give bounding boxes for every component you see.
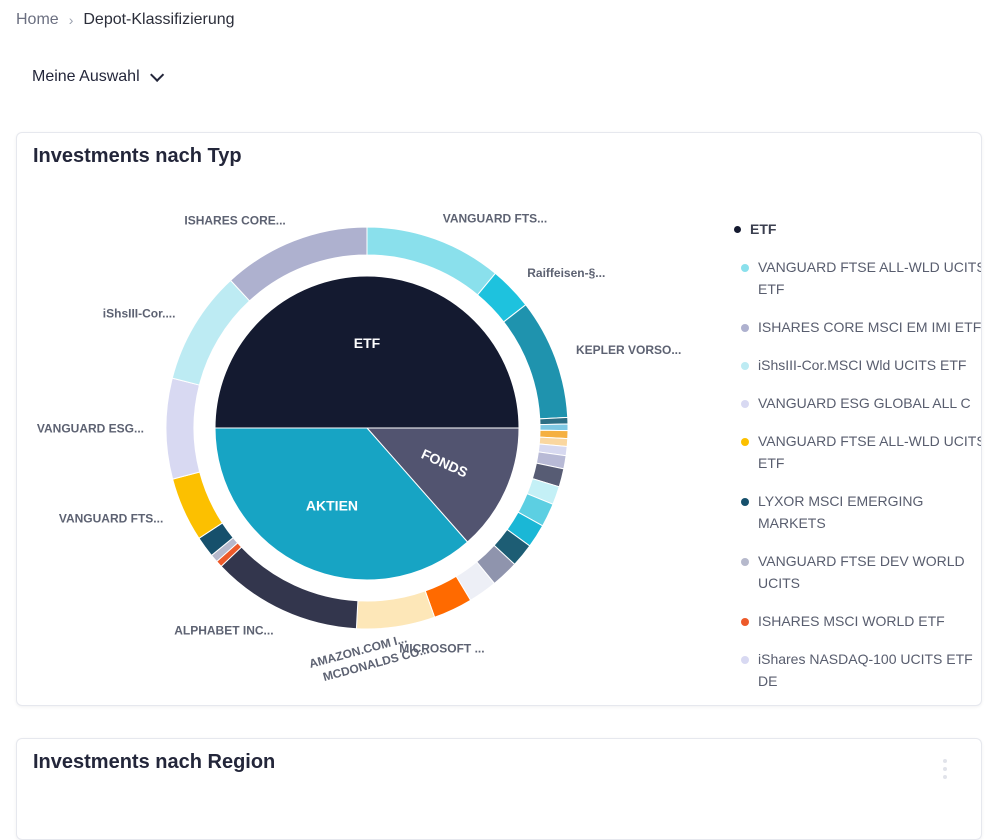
legend-label: VANGUARD FTSE DEV WORLD UCITS: [758, 553, 965, 591]
outer-label-vanguard-esg: VANGUARD ESG...: [37, 422, 144, 436]
outer-label-alphabet-inc: ALPHABET INC...: [174, 623, 273, 637]
investments-by-type-card: Investments nach Typ ETF FONDS AKTIEN VANGU…: [16, 132, 982, 706]
legend-dot-icon: [741, 324, 749, 332]
legend-label: ISHARES CORE MSCI EM IMI ETF: [758, 319, 982, 335]
outer-segment-ishares-core[interactable]: [229, 226, 368, 302]
legend-item-etf[interactable]: ETF: [734, 218, 981, 240]
card-title-type: Investments nach Typ: [33, 145, 242, 167]
more-options-icon[interactable]: [943, 759, 947, 779]
inner-label-aktien: AKTIEN: [306, 498, 358, 514]
outer-segment-vanguard-esg[interactable]: [165, 377, 201, 480]
outer-label-ishsiii-cor: iShsIII-Cor....: [103, 307, 176, 321]
outer-segment-microsoft[interactable]: [355, 590, 436, 630]
legend-item-vanguard-esg-global-all-c[interactable]: VANGUARD ESG GLOBAL ALL C: [734, 392, 981, 414]
legend-dot-icon: [734, 226, 741, 233]
outer-label-raiffeisen: Raiffeisen-§...: [527, 266, 605, 280]
legend-label: iShsIII-Cor.MSCI Wld UCITS ETF: [758, 357, 967, 373]
outer-segment-vanguard-fts[interactable]: [172, 471, 224, 539]
breadcrumb-home-link[interactable]: Home: [16, 11, 59, 28]
legend-label: VANGUARD FTSE ALL-WLD UCITS ETF: [758, 259, 982, 297]
legend-item-ishares-nasdaq-100-ucits-etf-de[interactable]: iShares NASDAQ-100 UCITS ETF DE: [734, 648, 981, 692]
legend-item-ishares-core-msci-em-imi-etf[interactable]: ISHARES CORE MSCI EM IMI ETF: [734, 316, 982, 338]
legend-dot-icon: [741, 498, 749, 506]
legend-label: VANGUARD ESG GLOBAL ALL C: [758, 395, 971, 411]
legend-dot-icon: [741, 438, 749, 446]
legend-label: VANGUARD FTSE ALL-WLD UCITS ETF: [758, 433, 982, 471]
legend-item-lyxor-msci-emerging-markets[interactable]: LYXOR MSCI EMERGING MARKETS: [734, 490, 981, 534]
legend-label: ISHARES MSCI WORLD ETF: [758, 613, 945, 629]
outer-label-kepler-vorso: KEPLER VORSO...: [576, 343, 681, 357]
legend-item-ishares-msci-world-etf[interactable]: ISHARES MSCI WORLD ETF: [734, 610, 981, 632]
legend-dot-icon: [741, 618, 749, 626]
legend-dot-icon: [741, 362, 749, 370]
portfolio-selector-label: Meine Auswahl: [32, 68, 140, 85]
inner-slice-aktien[interactable]: [214, 427, 469, 581]
legend-item-vanguard-ftse-all-wld-ucits-etf[interactable]: VANGUARD FTSE ALL-WLD UCITS ETF: [734, 430, 982, 474]
legend-dot-icon: [741, 264, 749, 272]
legend-label: LYXOR MSCI EMERGING MARKETS: [758, 493, 924, 531]
investments-by-region-card: Investments nach Region: [16, 738, 982, 840]
chevron-down-icon: [149, 67, 164, 82]
breadcrumb-current: Depot-Klassifizierung: [83, 11, 235, 28]
card-title-region: Investments nach Region: [33, 751, 276, 773]
legend-item-ishsiii-cor-msci-wld-ucits-etf[interactable]: iShsIII-Cor.MSCI Wld UCITS ETF: [734, 354, 981, 376]
chart-legend: ETF VANGUARD FTSE ALL-WLD UCITS ETF ISHARE…: [734, 218, 982, 705]
outer-label-vanguard-fts: VANGUARD FTS...: [443, 211, 547, 225]
legend-dot-icon: [741, 656, 749, 664]
legend-dot-icon: [741, 400, 749, 408]
breadcrumb: Home › Depot-Klassifizierung: [16, 11, 235, 29]
legend-label: ETF: [750, 221, 777, 237]
legend-item-vanguard-ftse-dev-world-ucits[interactable]: VANGUARD FTSE DEV WORLD UCITS: [734, 550, 981, 594]
inner-slice-fonds[interactable]: [365, 427, 520, 543]
outer-label-vanguard-fts: VANGUARD FTS...: [59, 512, 163, 526]
legend-dot-icon: [741, 558, 749, 566]
inner-slice-etf[interactable]: [214, 275, 520, 429]
legend-item-vanguard-ftse-all-wld-ucits-etf[interactable]: VANGUARD FTSE ALL-WLD UCITS ETF: [734, 256, 982, 300]
outer-segment-segment[interactable]: [539, 423, 569, 432]
outer-segment-segment[interactable]: [539, 416, 569, 426]
inner-label-etf: ETF: [354, 335, 381, 351]
portfolio-selector-dropdown[interactable]: Meine Auswahl: [32, 67, 164, 86]
outer-label-ishares-core: ISHARES CORE...: [184, 213, 285, 227]
legend-label: iShares NASDAQ-100 UCITS ETF DE: [758, 651, 973, 689]
chevron-right-icon: ›: [68, 12, 74, 28]
outer-label-microsoft: MICROSOFT ...: [399, 642, 484, 656]
